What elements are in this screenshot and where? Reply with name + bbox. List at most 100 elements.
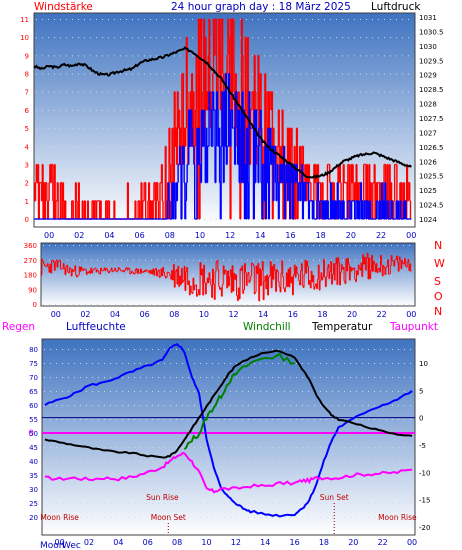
grid-dot (320, 461, 321, 462)
grid-dot (110, 391, 111, 392)
grid-dot (342, 164, 343, 166)
pressure-tick-label: 1030.5 (419, 28, 444, 36)
grid-dot (146, 419, 147, 420)
grid-dot (74, 475, 75, 476)
grid-dot (162, 37, 163, 39)
grid-dot (354, 19, 355, 20)
grid-dot (236, 475, 237, 476)
grid-dot (162, 55, 163, 57)
grid-dot (398, 363, 399, 364)
grid-dot (176, 349, 177, 350)
grid-dot (408, 55, 409, 57)
grid-dot (72, 19, 73, 20)
grid-dot (254, 391, 255, 392)
grid-dot (230, 475, 231, 476)
grid-dot (115, 289, 116, 291)
grid-dot (372, 19, 373, 20)
grid-dot (332, 447, 333, 448)
grid-dot (127, 259, 128, 261)
grid-dot (114, 128, 115, 130)
grid-dot (194, 517, 195, 518)
grid-dot (146, 517, 147, 518)
grid-dot (216, 182, 217, 184)
time-tick-label: 18 (319, 538, 329, 547)
grid-dot (278, 517, 279, 518)
grid-dot (122, 503, 123, 504)
grid-dot (102, 164, 103, 166)
grid-dot (122, 391, 123, 392)
grid-dot (133, 304, 134, 305)
grid-dot (342, 73, 343, 75)
grid-dot (109, 304, 110, 305)
grid-dot (210, 164, 211, 166)
grid-dot (108, 109, 109, 111)
grid-dot (50, 391, 51, 392)
grid-dot (86, 391, 87, 392)
direction-tick-label: 270 (24, 257, 37, 265)
grid-dot (366, 109, 367, 111)
sun-annotation-label: Sun Set (320, 493, 349, 502)
grid-dot (278, 489, 279, 490)
grid-dot (133, 289, 134, 291)
grid-dot (402, 37, 403, 39)
grid-dot (271, 245, 272, 246)
grid-dot (343, 245, 344, 246)
grid-dot (402, 55, 403, 57)
grid-dot (403, 304, 404, 305)
grid-dot (170, 377, 171, 378)
grid-dot (254, 349, 255, 350)
grid-dot (302, 349, 303, 350)
grid-dot (240, 73, 241, 75)
grid-dot (410, 503, 411, 504)
grid-dot (85, 304, 86, 305)
grid-dot (72, 91, 73, 93)
grid-dot (252, 219, 253, 220)
grid-dot (115, 259, 116, 261)
grid-dot (168, 19, 169, 20)
grid-dot (253, 274, 254, 276)
time-tick-label: 08 (165, 231, 175, 240)
grid-dot (306, 73, 307, 75)
grid-dot (121, 259, 122, 261)
grid-dot (138, 109, 139, 111)
grid-dot (168, 91, 169, 93)
grid-dot (384, 55, 385, 57)
grid-dot (264, 19, 265, 20)
grid-dot (270, 200, 271, 202)
grid-dot (146, 391, 147, 392)
grid-dot (308, 461, 309, 462)
grid-dot (169, 304, 170, 305)
grid-dot (398, 377, 399, 378)
grid-dot (343, 259, 344, 261)
grid-dot (61, 259, 62, 261)
grid-dot (50, 419, 51, 420)
grid-dot (302, 475, 303, 476)
grid-dot (228, 55, 229, 57)
grid-dot (170, 405, 171, 406)
grid-dot (355, 289, 356, 291)
grid-dot (188, 349, 189, 350)
grid-dot (307, 274, 308, 276)
grid-dot (290, 447, 291, 448)
grid-dot (180, 55, 181, 57)
time-tick-label: 00 (406, 310, 416, 319)
grid-dot (385, 259, 386, 261)
grid-dot (163, 274, 164, 276)
grid-dot (74, 489, 75, 490)
grid-dot (338, 517, 339, 518)
grid-dot (170, 475, 171, 476)
grid-dot (50, 489, 51, 490)
grid-dot (324, 73, 325, 75)
pressure-tick-label: 1027.5 (419, 115, 444, 123)
grid-dot (350, 405, 351, 406)
grid-dot (270, 182, 271, 184)
grid-dot (212, 419, 213, 420)
grid-dot (68, 363, 69, 364)
grid-dot (104, 419, 105, 420)
grid-dot (48, 73, 49, 75)
grid-dot (108, 128, 109, 130)
grid-dot (90, 37, 91, 39)
grid-dot (318, 55, 319, 57)
grid-dot (162, 128, 163, 130)
